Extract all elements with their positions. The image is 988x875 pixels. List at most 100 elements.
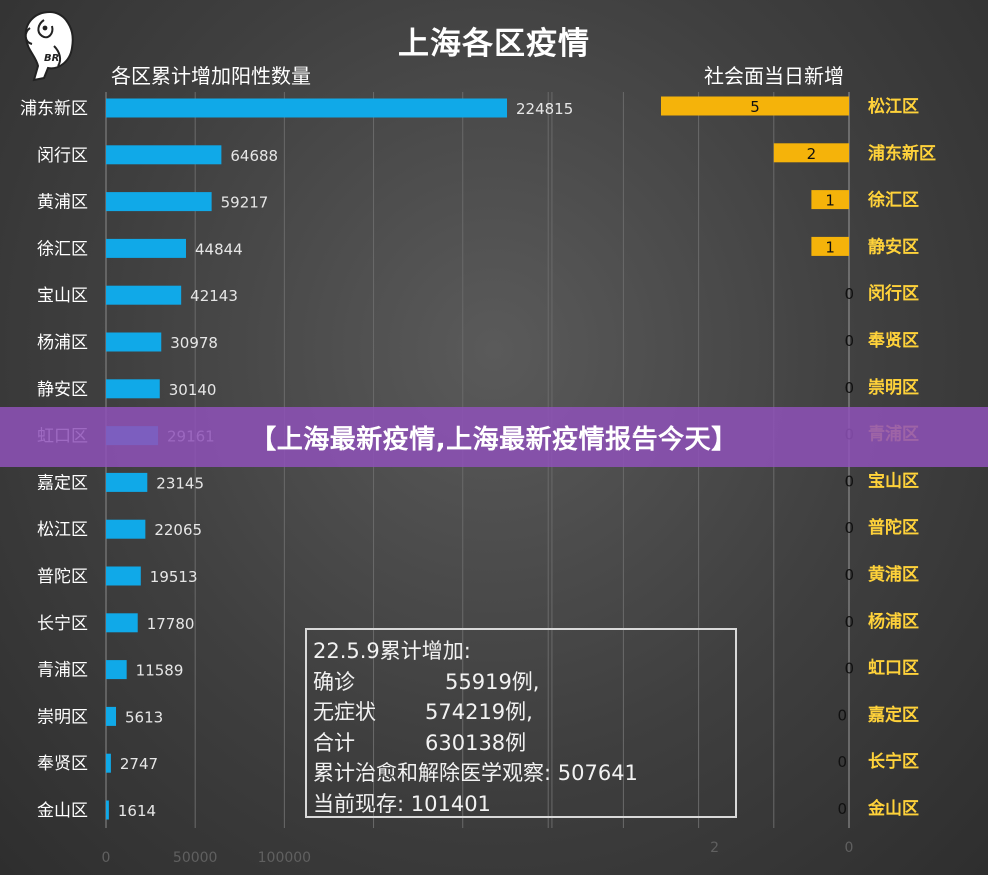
left-x-tick-label: 100000 — [258, 850, 311, 866]
left-category-label: 杨浦区 — [37, 333, 88, 353]
right-category-label: 虹口区 — [868, 659, 919, 679]
left-bar — [106, 800, 109, 820]
left-data-label: 1614 — [118, 802, 156, 820]
left-data-label: 11589 — [136, 662, 184, 680]
right-data-label: 0 — [844, 566, 854, 584]
right-category-label: 普陀区 — [868, 517, 919, 538]
left-bar — [106, 192, 212, 212]
left-category-label: 金山区 — [37, 801, 88, 821]
parrot-logo-icon: BR — [24, 10, 74, 82]
title-banner: 【上海最新疫情,上海最新疫情报告今天】 — [0, 407, 988, 467]
left-category-label: 奉贤区 — [37, 754, 88, 774]
right-data-label: 5 — [750, 98, 760, 116]
left-bar — [106, 753, 111, 773]
right-data-label: 0 — [844, 285, 854, 303]
right-category-label: 嘉定区 — [867, 704, 919, 725]
right-data-label: 1 — [825, 238, 835, 256]
left-bar — [106, 613, 138, 633]
left-bar — [106, 145, 222, 165]
right-category-label: 宝山区 — [868, 470, 919, 491]
left-category-label: 宝山区 — [37, 286, 88, 306]
stats-current: 当前现存: 101401 — [313, 791, 491, 816]
left-category-label: 普陀区 — [37, 567, 88, 587]
left-category-label: 青浦区 — [37, 661, 88, 681]
left-data-label: 224815 — [516, 100, 573, 118]
right-x-tick-label: 0 — [845, 840, 854, 856]
right-data-label: 0 — [844, 472, 854, 490]
right-category-label: 金山区 — [867, 798, 919, 819]
left-x-tick-label: 0 — [102, 850, 111, 866]
left-bar — [106, 332, 162, 352]
right-category-label: 徐汇区 — [867, 190, 919, 211]
left-data-label: 22065 — [154, 521, 202, 539]
right-data-label: 0 — [844, 519, 854, 537]
left-category-label: 长宁区 — [37, 614, 88, 634]
stats-label: 确诊 — [313, 669, 355, 694]
right-category-label: 闵行区 — [868, 283, 919, 304]
right-data-label: 1 — [825, 192, 835, 210]
left-data-label: 5613 — [125, 708, 163, 726]
left-bar — [106, 285, 182, 305]
left-category-label: 闵行区 — [37, 146, 88, 166]
banner-text: 【上海最新疫情,上海最新疫情报告今天】 — [250, 424, 738, 455]
stats-value: 55919例, — [445, 669, 540, 694]
right-data-label: 0 — [837, 706, 847, 724]
right-data-label: 0 — [844, 660, 854, 678]
left-x-tick-label: 50000 — [173, 850, 218, 866]
page-title: 上海各区疫情 — [398, 26, 590, 62]
right-bar — [811, 236, 849, 256]
left-data-label: 64688 — [230, 147, 278, 165]
right-category-label: 奉贤区 — [867, 330, 919, 351]
left-category-label: 松江区 — [37, 520, 88, 540]
stats-total-row: 合计 630138例 — [313, 728, 729, 759]
right-x-tick-label: 2 — [710, 840, 719, 856]
right-bar — [661, 96, 849, 116]
stats-asymptomatic-row: 无症状 574219例, — [313, 697, 729, 728]
right-data-label: 0 — [844, 613, 854, 631]
right-category-label: 浦东新区 — [868, 143, 936, 164]
stats-heading: 22.5.9累计增加: — [313, 639, 471, 663]
left-category-label: 浦东新区 — [20, 99, 88, 119]
right-data-label: 0 — [837, 753, 847, 771]
left-data-label: 30978 — [170, 334, 218, 352]
left-bar — [106, 98, 507, 118]
left-bar — [106, 519, 146, 539]
right-category-label: 静安区 — [868, 236, 919, 257]
stats-box: 22.5.9累计增加: 确诊 55919例, 无症状 574219例, 合计 6301… — [305, 628, 737, 818]
left-bar — [106, 566, 141, 586]
stats-value: 574219例, — [425, 700, 533, 724]
left-data-label: 2747 — [120, 755, 158, 773]
left-bar — [106, 660, 127, 680]
left-category-label: 徐汇区 — [37, 239, 88, 259]
right-category-label: 松江区 — [868, 96, 919, 117]
left-data-label: 42143 — [190, 287, 238, 305]
left-bar — [106, 706, 117, 726]
stats-label: 合计 — [313, 730, 355, 755]
stats-value: 630138例 — [425, 730, 527, 755]
right-data-label: 0 — [837, 800, 847, 818]
left-bar — [106, 238, 186, 258]
right-bar — [773, 143, 849, 163]
left-category-label: 黄浦区 — [37, 193, 88, 213]
left-data-label: 59217 — [221, 194, 269, 212]
right-chart-subtitle: 社会面当日新增 — [704, 64, 844, 88]
right-category-label: 崇明区 — [868, 378, 919, 398]
left-chart-subtitle: 各区累计增加阳性数量 — [111, 64, 311, 88]
left-category-label: 静安区 — [37, 380, 88, 400]
left-bar — [106, 472, 148, 492]
left-data-label: 19513 — [150, 568, 198, 586]
left-data-label: 44844 — [195, 240, 243, 258]
stats-recovered: 累计治愈和解除医学观察: 507641 — [313, 761, 638, 785]
left-category-label: 嘉定区 — [37, 473, 88, 493]
right-bar — [811, 190, 849, 210]
right-category-label: 长宁区 — [868, 751, 919, 772]
svg-text:BR: BR — [44, 53, 59, 64]
left-data-label: 17780 — [147, 615, 195, 633]
right-data-label: 0 — [844, 379, 854, 397]
right-data-label: 2 — [807, 145, 817, 163]
left-data-label: 23145 — [156, 474, 204, 492]
stats-confirmed-row: 确诊 55919例, — [313, 667, 729, 698]
stats-label: 无症状 — [313, 700, 376, 724]
left-data-label: 30140 — [169, 381, 217, 399]
